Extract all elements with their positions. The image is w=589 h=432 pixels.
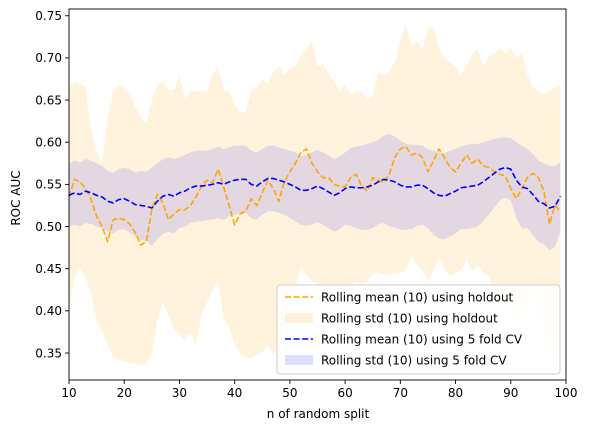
- x-tick-label: 80: [448, 386, 463, 400]
- y-tick-label: 0.40: [35, 304, 62, 318]
- legend-label: Rolling std (10) using 5 fold CV: [321, 353, 507, 367]
- y-tick-label: 0.60: [35, 136, 62, 150]
- x-tick-label: 20: [117, 386, 132, 400]
- plot-series: [69, 24, 562, 366]
- y-tick-label: 0.45: [35, 262, 62, 276]
- legend-label: Rolling std (10) using holdout: [321, 311, 498, 325]
- y-tick-label: 0.70: [35, 51, 62, 65]
- legend: Rolling mean (10) using holdout Rolling s…: [276, 284, 561, 375]
- plot-area: [69, 24, 562, 366]
- x-tick-label: 90: [503, 386, 518, 400]
- axes: 10 20 30 40 50 60 70 80 90 100 0.35 0.40 0.45 0.50 0.5…: [35, 8, 578, 400]
- y-tick-label: 0.75: [35, 9, 62, 23]
- mean-line-cv: [69, 166, 562, 209]
- x-tick-label: 70: [393, 386, 408, 400]
- y-axis-label: ROC AUC: [9, 170, 23, 225]
- x-tick-label: 30: [172, 386, 187, 400]
- x-tick-label: 40: [227, 386, 242, 400]
- x-tick-label: 10: [61, 386, 76, 400]
- legend-label: Rolling mean (10) using 5 fold CV: [321, 332, 523, 346]
- axes-frame: [68, 8, 567, 381]
- y-tick-label: 0.55: [35, 178, 62, 192]
- mean-line-holdout: [69, 145, 562, 246]
- std-band-holdout: [69, 24, 561, 366]
- x-axis-label: n of random split: [267, 407, 370, 421]
- x-tick-label: 60: [337, 386, 352, 400]
- y-tick-label: 0.65: [35, 93, 62, 107]
- y-tick-label: 0.35: [35, 346, 62, 360]
- std-band-cv: [69, 133, 561, 251]
- legend-swatch-band: [285, 355, 313, 365]
- x-tick-label: 100: [555, 386, 578, 400]
- legend-label: Rolling mean (10) using holdout: [321, 290, 514, 304]
- x-tick-label: 50: [282, 386, 297, 400]
- legend-swatch-band: [285, 313, 313, 323]
- y-tick-label: 0.50: [35, 220, 62, 234]
- legend-box: [276, 284, 561, 375]
